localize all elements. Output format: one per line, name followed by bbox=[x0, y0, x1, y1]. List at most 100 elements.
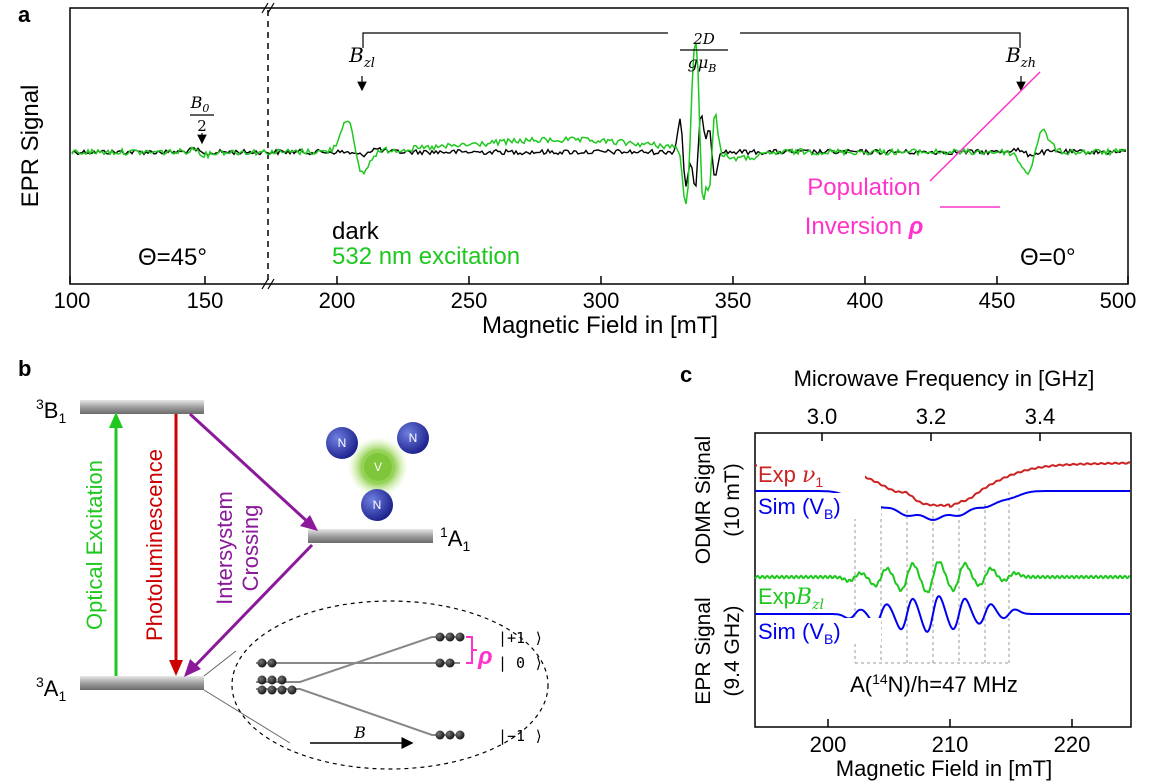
population-inversion-annotation: Population Inversion ρ bbox=[805, 71, 1041, 240]
zoom-line bbox=[203, 650, 237, 677]
label-bg bbox=[757, 493, 881, 519]
inversion-text: Inversion ρ bbox=[805, 213, 924, 240]
epr-y-label-1: EPR Signal bbox=[692, 597, 715, 704]
sim-vb-trace-bottom bbox=[755, 594, 1130, 634]
panel-a-label: a bbox=[18, 2, 31, 27]
top-tick-label: 3.0 bbox=[807, 404, 838, 429]
x-tick-label: 250 bbox=[451, 288, 488, 313]
panel-b-label: b bbox=[18, 356, 31, 381]
atom-v bbox=[364, 453, 392, 481]
atom-n bbox=[326, 427, 358, 459]
dark-trace bbox=[71, 114, 1126, 188]
x-tick-label: 500 bbox=[1100, 288, 1137, 313]
x-tick-label: 150 bbox=[187, 288, 224, 313]
ket-minus-one: |−1 ⟩ bbox=[498, 727, 543, 745]
hyperfine-label: A(14N)/h=47 MHz bbox=[850, 671, 1018, 697]
panel-a-frame bbox=[69, 7, 1129, 285]
annot-b0: B0 2 bbox=[190, 93, 214, 145]
vb-defect-molecule: V N N N bbox=[326, 422, 429, 521]
exp-bzl-trace bbox=[754, 561, 1131, 594]
level-3a1-label: 3A1 bbox=[36, 674, 66, 704]
sim-vb-label-top: Sim (VB) bbox=[758, 494, 841, 522]
level-3b1-label: 3B1 bbox=[36, 396, 66, 426]
odmr-y-label-2: (10 mT) bbox=[721, 463, 744, 537]
bottom-axis-label: Magnetic Field in [mT] bbox=[836, 756, 1052, 781]
annot-bzl: Bzl bbox=[348, 43, 375, 92]
x-tick-label: 350 bbox=[715, 288, 752, 313]
svg-text:N: N bbox=[338, 436, 347, 450]
x-tick-label: 450 bbox=[979, 288, 1016, 313]
svg-text:V: V bbox=[374, 460, 382, 474]
label-bg bbox=[757, 584, 843, 608]
b-field-label: B bbox=[353, 723, 366, 742]
level-3a1-bar bbox=[80, 676, 204, 690]
isc-arrow-down bbox=[188, 412, 318, 531]
optical-excitation-label: Optical Excitation bbox=[82, 460, 107, 630]
epr-y-label-2: (9.4 GHz) bbox=[721, 605, 744, 696]
level-1a1-label: 1A1 bbox=[440, 524, 470, 554]
svg-text:2D: 2D bbox=[692, 30, 715, 48]
bottom-ticks bbox=[827, 719, 1073, 727]
x-tick-label: 100 bbox=[54, 288, 91, 313]
atom-n bbox=[361, 489, 393, 521]
atom-n bbox=[397, 422, 429, 454]
x-tick-label: 200 bbox=[319, 288, 356, 313]
svg-text:Bzh: Bzh bbox=[1005, 43, 1036, 71]
svg-text:N: N bbox=[373, 498, 382, 512]
sim-vb-label-bottom: Sim (VB) bbox=[758, 619, 841, 647]
exp-bzl-label: ExpBzl bbox=[758, 584, 824, 613]
rho-label: ρ bbox=[477, 643, 493, 670]
isc-label-1: Intersystem bbox=[212, 491, 237, 605]
panel-c-frame bbox=[754, 432, 1132, 728]
panel-c: c Microwave Frequency in [GHz] 3.0 3.2 3… bbox=[680, 362, 1132, 781]
theta-right: Θ=0° bbox=[1020, 244, 1076, 271]
panel-c-label: c bbox=[680, 362, 692, 387]
svg-text:2: 2 bbox=[197, 117, 207, 135]
zoom-line bbox=[203, 689, 291, 744]
panel-a: a EPR Signal 100 150 200 250 300 350 400… bbox=[17, 2, 1136, 339]
rho-bracket bbox=[466, 636, 477, 664]
level-3b1-bar bbox=[80, 400, 204, 414]
sublevel-zoom-ellipse bbox=[231, 600, 549, 770]
svg-text:Bzl: Bzl bbox=[348, 43, 375, 71]
ket-zero: | 0 ⟩ bbox=[498, 654, 543, 672]
panel-a-y-label: EPR Signal bbox=[17, 85, 44, 208]
optical-excitation-arrow bbox=[109, 412, 123, 676]
label-bg bbox=[757, 461, 865, 485]
legend-dark: dark bbox=[332, 218, 380, 245]
svg-text:N: N bbox=[409, 431, 418, 445]
panel-a-x-label: Magnetic Field in [mT] bbox=[482, 312, 718, 339]
label-bg bbox=[757, 618, 881, 644]
ket-plus-one: |+1 ⟩ bbox=[498, 629, 543, 647]
level-1a1-bar bbox=[308, 529, 433, 543]
x-tick-label: 400 bbox=[847, 288, 884, 313]
svg-text:B0: B0 bbox=[190, 93, 210, 115]
photoluminescence-label: Photoluminescence bbox=[142, 449, 167, 641]
isc-label-2: Crossing bbox=[238, 505, 263, 592]
photoluminescence-arrow bbox=[169, 414, 183, 676]
exp-v1-label: Exp ν1 bbox=[758, 462, 823, 490]
panel-b: b 3B1 1A1 3A1 Optical Excitation Photolu… bbox=[18, 356, 549, 770]
odmr-y-label-1: ODMR Signal bbox=[692, 436, 715, 564]
top-ticks bbox=[821, 433, 1041, 441]
theta-left: Θ=45° bbox=[138, 244, 207, 271]
annot-bzh: Bzh bbox=[1005, 43, 1036, 92]
top-tick-label: 3.4 bbox=[1025, 404, 1056, 429]
top-tick-label: 3.2 bbox=[916, 404, 947, 429]
sim-vb-trace-top bbox=[755, 490, 1130, 522]
bottom-tick-label: 220 bbox=[1054, 732, 1091, 757]
axis-break-marks bbox=[261, 2, 275, 290]
top-axis-label: Microwave Frequency in [GHz] bbox=[794, 366, 1095, 391]
population-text: Population bbox=[807, 174, 920, 201]
green-trace bbox=[71, 42, 1127, 205]
legend-green: 532 nm excitation bbox=[332, 243, 520, 270]
sublevel-diagram bbox=[256, 636, 460, 736]
population-dots bbox=[257, 632, 465, 740]
svg-text:gμB: gμB bbox=[688, 53, 717, 75]
annot-2d: 2D gμB bbox=[680, 30, 728, 75]
x-tick-label: 300 bbox=[583, 288, 620, 313]
bottom-tick-label: 200 bbox=[810, 732, 847, 757]
zfs-bracket bbox=[362, 32, 1021, 48]
isc-arrow-return bbox=[184, 543, 314, 677]
